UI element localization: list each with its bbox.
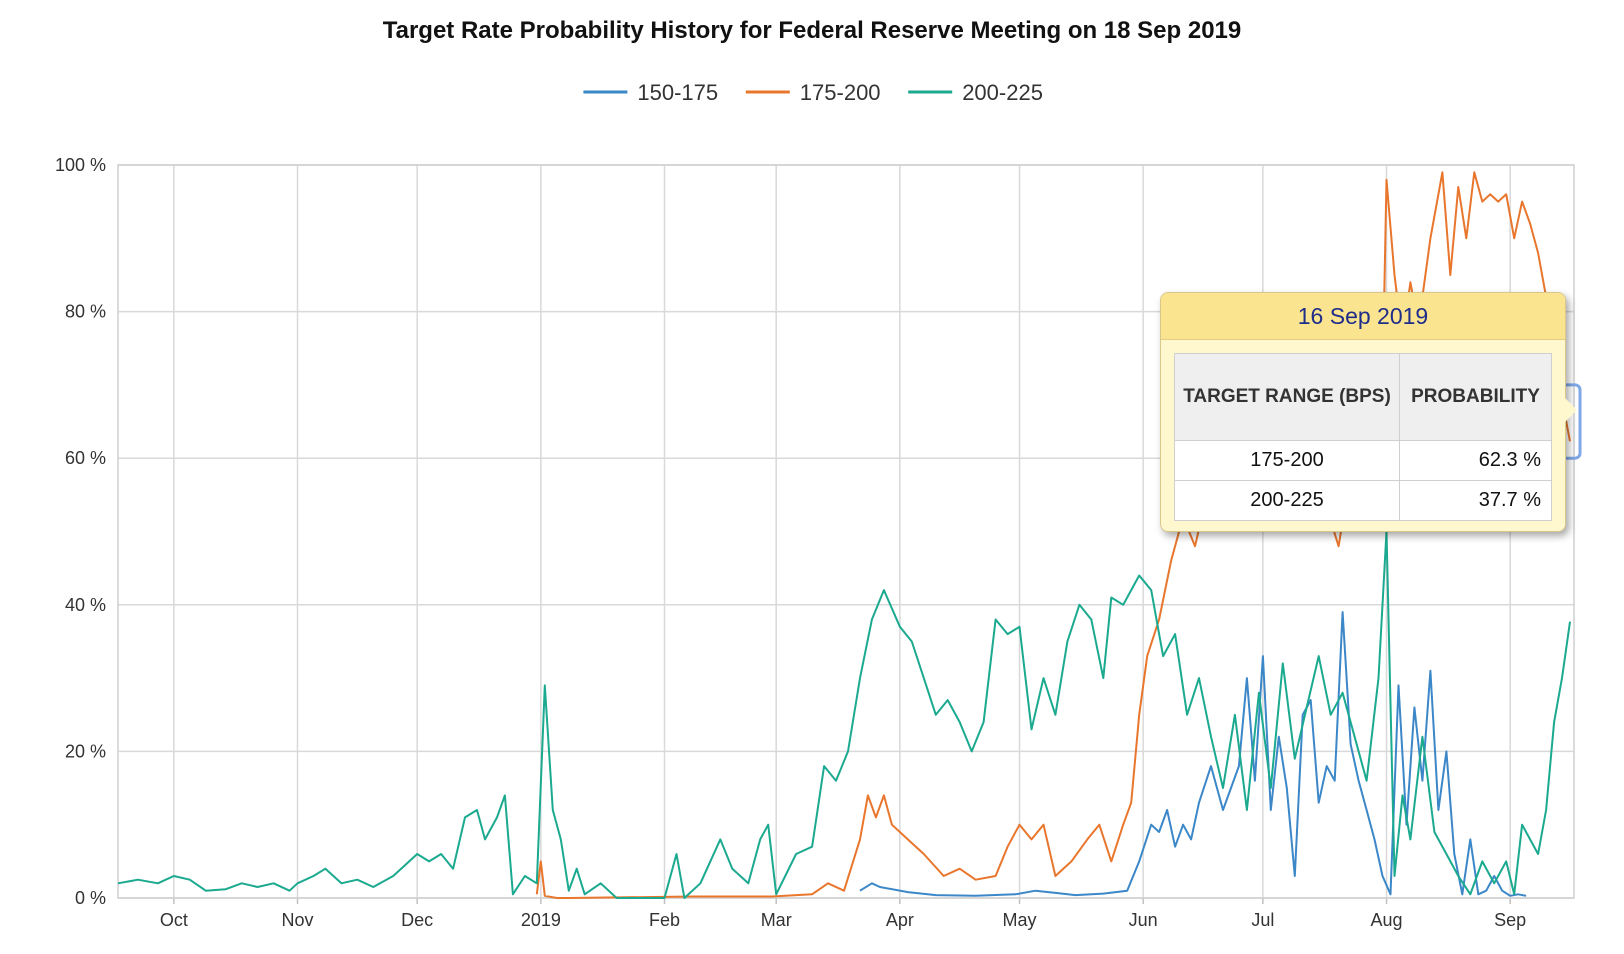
tooltip-header-row: TARGET RANGE (BPS) PROBABILITY (1174, 353, 1552, 441)
x-tick-label: Mar (761, 910, 792, 930)
tooltip-arrow (1565, 398, 1577, 422)
tooltip-table: TARGET RANGE (BPS) PROBABILITY 175-200 6… (1174, 353, 1552, 521)
x-tick-label: Jul (1251, 910, 1274, 930)
x-tick-label: 2019 (521, 910, 561, 930)
tooltip-row: 200-225 37.7 % (1174, 480, 1552, 521)
x-tick-label: Apr (886, 910, 914, 930)
y-tick-label: 100 % (55, 155, 106, 175)
y-tick-label: 0 % (75, 888, 106, 908)
series-lines[interactable] (117, 171, 1571, 899)
tooltip-row-probability: 37.7 % (1399, 480, 1552, 521)
axis-ticks: 0 % 20 % 40 % 60 % 80 % 100 % Oct Nov Dec 2019 Feb… (55, 155, 1526, 930)
chart-title: Target Rate Probability History for Fede… (383, 17, 1242, 44)
grid-lines (117, 164, 1575, 904)
x-tick-label: May (1003, 910, 1037, 930)
series-line[interactable] (117, 530, 1571, 899)
y-tick-label: 20 % (65, 741, 106, 761)
x-tick-label: Dec (401, 910, 433, 930)
x-tick-label: Nov (281, 910, 313, 930)
plot-frame (117, 164, 1575, 899)
y-tick-label: 80 % (65, 302, 106, 322)
tooltip-row-probability: 62.3 % (1399, 440, 1552, 481)
x-tick-label: Feb (649, 910, 680, 930)
tooltip-header-range: TARGET RANGE (BPS) (1174, 353, 1400, 441)
tooltip-row-range: 200-225 (1174, 480, 1400, 521)
x-tick-label: Aug (1370, 910, 1402, 930)
legend-label[interactable]: 150-175 (637, 80, 718, 105)
tooltip-row: 175-200 62.3 % (1174, 440, 1552, 481)
y-tick-label: 40 % (65, 595, 106, 615)
legend-label[interactable]: 200-225 (962, 80, 1043, 105)
tooltip-header-probability: PROBABILITY (1399, 353, 1552, 441)
tooltip-row-range: 175-200 (1174, 440, 1400, 481)
series-line[interactable] (859, 611, 1527, 897)
x-tick-label: Oct (160, 910, 188, 930)
legend[interactable]: 150-175 175-200 200-225 (583, 80, 1043, 105)
x-tick-label: Sep (1494, 910, 1526, 930)
x-tick-label: Jun (1129, 910, 1158, 930)
y-tick-label: 60 % (65, 448, 106, 468)
legend-label[interactable]: 175-200 (800, 80, 881, 105)
tooltip: 16 Sep 2019 TARGET RANGE (BPS) PROBABILI… (1160, 292, 1577, 532)
tooltip-date: 16 Sep 2019 (1161, 293, 1565, 340)
series-line[interactable] (535, 171, 1571, 899)
